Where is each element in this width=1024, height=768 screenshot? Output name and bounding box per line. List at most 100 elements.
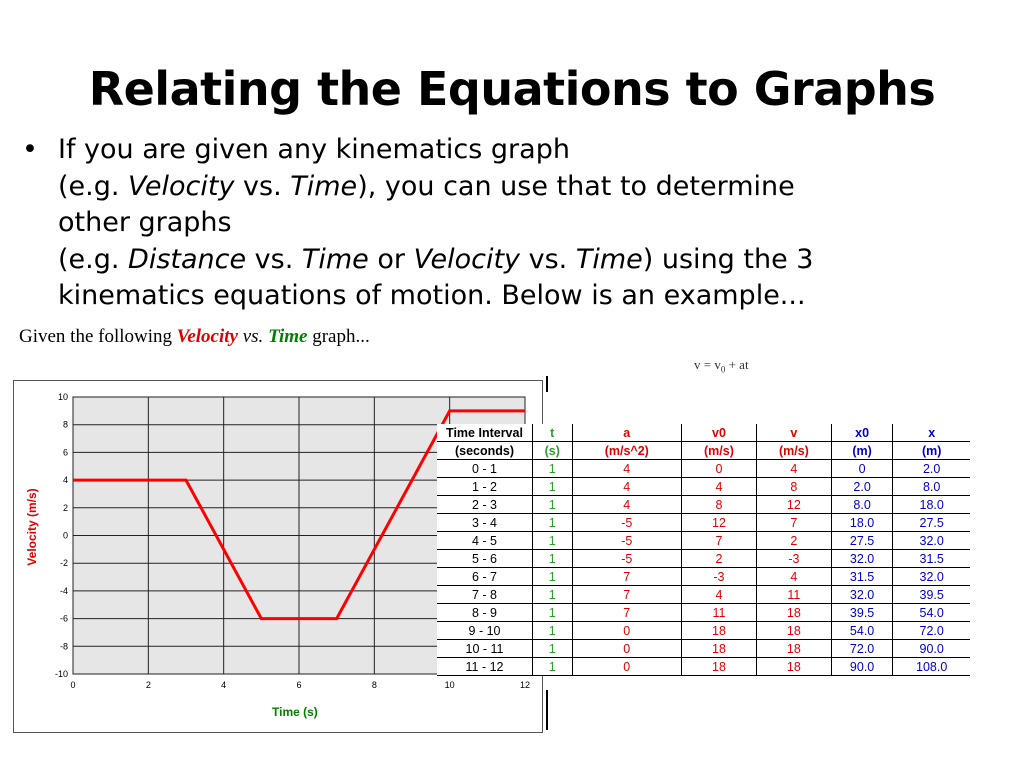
y-tick-label: -10 <box>55 669 68 679</box>
table-unit-cell: (m/s) <box>756 441 832 460</box>
table-cell: 0 <box>572 621 682 640</box>
bullet-text-run: If you are given any kinematics graph <box>58 134 570 165</box>
table-cell: 4 <box>756 567 832 586</box>
table-row: 10 - 11 1 0 18 18 72.0 90.0 <box>437 639 970 658</box>
y-tick-label: 8 <box>63 420 68 430</box>
y-tick-label: 4 <box>63 475 68 485</box>
x-tick-label: 12 <box>520 680 530 690</box>
table-header-cell: a <box>572 424 682 442</box>
table-cell: 1 <box>532 549 573 568</box>
table-cell: 11 <box>681 603 757 622</box>
slide-title: Relating the Equations to Graphs <box>88 62 936 116</box>
table-cell: 18 <box>681 621 757 640</box>
bullet-text-run: vs. <box>234 170 291 202</box>
x-tick-label: 6 <box>296 680 301 690</box>
table-cell: 7 <box>572 603 682 622</box>
y-tick-label: 2 <box>63 503 68 513</box>
bullet-text-run: ), you can use that to determine <box>357 170 795 202</box>
bullet-text-run: vs. <box>246 243 302 275</box>
y-tick-label: 6 <box>63 447 68 457</box>
table-cell: 18 <box>681 657 757 676</box>
bullet-line-2: (e.g. Velocity vs. Time), you can use th… <box>58 169 998 206</box>
table-cell: -5 <box>572 531 682 550</box>
table-row: 6 - 7 1 7 -3 4 31.5 32.0 <box>437 567 970 586</box>
y-tick-label: 0 <box>63 531 68 541</box>
table-row: 2 - 3 1 4 8 12 8.0 18.0 <box>437 495 970 514</box>
bullet-line-1: If you are given any kinematics graph <box>58 132 998 169</box>
table-cell: 7 <box>572 585 682 604</box>
y-tick-label: -2 <box>60 558 68 568</box>
table-cell: 12 <box>756 495 832 514</box>
x-tick-label: 4 <box>221 680 226 690</box>
table-cell: 2 - 3 <box>437 495 533 514</box>
table-cell: -3 <box>681 567 757 586</box>
y-tick-label: -6 <box>60 614 68 624</box>
table-cell: 90.0 <box>892 639 970 658</box>
table-cell: 39.5 <box>892 585 970 604</box>
table-units-row: (seconds) (s) (m/s^2) (m/s) (m/s) (m) (m) <box>437 441 970 460</box>
x-tick-label: 0 <box>70 680 75 690</box>
table-cell: 7 <box>681 531 757 550</box>
table-cell: 108.0 <box>892 657 970 676</box>
y-tick-label: 10 <box>58 392 68 402</box>
table-cell: 1 <box>532 639 573 658</box>
table-header-cell: v <box>756 424 832 442</box>
table-cell: 5 - 6 <box>437 549 533 568</box>
table-unit-cell: (m) <box>831 441 894 460</box>
table-cell: 54.0 <box>892 603 970 622</box>
table-cell: 11 <box>756 585 832 604</box>
x-tick-label: 8 <box>372 680 377 690</box>
table-cell: 9 - 10 <box>437 621 533 640</box>
table-cell: 90.0 <box>831 657 894 676</box>
table-cell: 31.5 <box>892 549 970 568</box>
table-row: 1 - 2 1 4 4 8 2.0 8.0 <box>437 477 970 496</box>
table-row: 11 - 12 1 0 18 18 90.0 108.0 <box>437 657 970 676</box>
table-cell: 18.0 <box>892 495 970 514</box>
table-cell: 27.5 <box>831 531 894 550</box>
formula-rhs: + at <box>725 357 749 372</box>
table-cell: 8 - 9 <box>437 603 533 622</box>
table-row: 3 - 4 1 -5 12 7 18.0 27.5 <box>437 513 970 532</box>
table-cell: 0 <box>831 459 894 478</box>
table-cell: 2 <box>756 531 832 550</box>
table-row: 4 - 5 1 -5 7 2 27.5 32.0 <box>437 531 970 550</box>
given-velocity: Velocity <box>176 326 238 347</box>
table-cell: 8 <box>756 477 832 496</box>
x-tick-label: 10 <box>445 680 455 690</box>
table-cell: 1 <box>532 477 573 496</box>
table-row: 0 - 1 1 4 0 4 0 2.0 <box>437 459 970 478</box>
kinematics-formula: v = v0 + at <box>694 357 749 375</box>
bullet-emphasis: Velocity <box>413 243 521 275</box>
table-cell: 0 <box>681 459 757 478</box>
table-cell: 18 <box>756 603 832 622</box>
table-header-row: Time Interval t a v0 v x0 x <box>437 424 970 442</box>
bullet-text: If you are given any kinematics graph (e… <box>58 132 998 315</box>
table-unit-cell: (m/s) <box>681 441 757 460</box>
given-time: Time <box>268 326 308 347</box>
table-header-cell: t <box>532 424 573 442</box>
table-cell: 4 <box>756 459 832 478</box>
table-cell: 8.0 <box>892 477 970 496</box>
table-cell: 4 <box>681 477 757 496</box>
table-cell: 7 <box>756 513 832 532</box>
table-cell: 0 <box>572 657 682 676</box>
table-cell: 18.0 <box>831 513 894 532</box>
table-cell: 1 <box>532 603 573 622</box>
table-cell: -5 <box>572 513 682 532</box>
table-cell: -5 <box>572 549 682 568</box>
table-cell: 27.5 <box>892 513 970 532</box>
bullet-text-run: vs. <box>520 243 576 275</box>
table-header-cell: Time Interval <box>437 424 533 442</box>
table-unit-cell: (s) <box>532 441 573 460</box>
table-cell: 32.0 <box>892 531 970 550</box>
table-cell: 54.0 <box>831 621 894 640</box>
table-cell: 11 - 12 <box>437 657 533 676</box>
table-cell: 2.0 <box>892 459 970 478</box>
divider-line <box>546 690 548 730</box>
table-cell: 72.0 <box>831 639 894 658</box>
table-cell: 7 - 8 <box>437 585 533 604</box>
table-cell: 39.5 <box>831 603 894 622</box>
table-cell: 1 - 2 <box>437 477 533 496</box>
table-unit-cell: (m) <box>892 441 970 460</box>
table-row: 7 - 8 1 7 4 11 32.0 39.5 <box>437 585 970 604</box>
